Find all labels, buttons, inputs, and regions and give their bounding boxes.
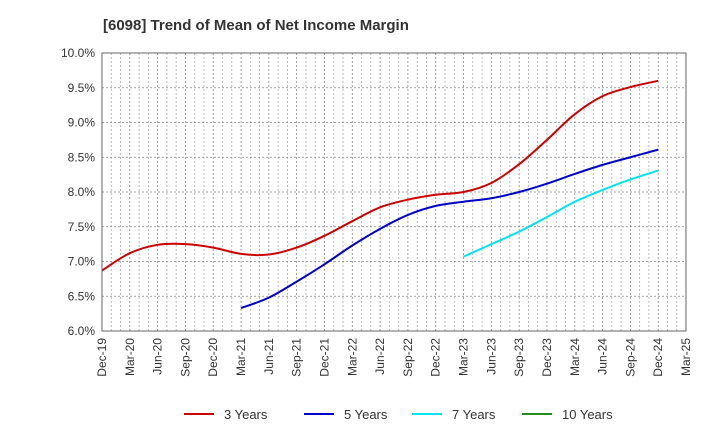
x-tick-label: Sep-20	[178, 338, 192, 377]
y-tick-label: 9.0%	[68, 116, 96, 130]
series-line-5-years	[240, 148, 659, 310]
legend-label-7-years: 7 Years	[452, 407, 496, 422]
x-axis: Dec-19 Mar-20 Jun-20 Sep-20 Dec-20 Mar-21 Jun-…	[95, 338, 693, 377]
x-tick-label: Dec-22	[429, 338, 443, 377]
x-tick-label: Mar-20	[123, 338, 137, 376]
y-tick-label: 6.0%	[68, 324, 96, 338]
x-tick-label: Dec-24	[651, 338, 665, 377]
y-axis: 6.0% 6.5% 7.0% 7.5% 8.0% 8.5% 9.0% 9.5% 10.0%	[61, 46, 95, 338]
legend-label-10-years: 10 Years	[562, 407, 613, 422]
x-tick-label: Jun-21	[262, 338, 276, 375]
x-tick-label: Jun-23	[484, 338, 498, 375]
x-tick-label: Dec-23	[540, 338, 554, 377]
x-tick-label: Mar-25	[679, 338, 693, 376]
y-tick-label: 7.0%	[68, 255, 96, 269]
y-tick-label: 10.0%	[61, 46, 95, 60]
y-tick-label: 9.5%	[68, 81, 96, 95]
x-tick-label: Sep-22	[401, 338, 415, 377]
y-tick-label: 7.5%	[68, 220, 96, 234]
x-tick-label: Jun-20	[151, 338, 165, 375]
y-tick-label: 8.5%	[68, 150, 96, 164]
x-tick-label: Mar-21	[234, 338, 248, 376]
legend: 3 Years 5 Years 7 Years 10 Years	[184, 407, 613, 422]
x-tick-label: Dec-21	[317, 338, 331, 377]
x-tick-label: Jun-24	[596, 338, 610, 375]
x-tick-label: Sep-24	[623, 338, 637, 377]
x-tick-label: Sep-23	[512, 338, 526, 377]
y-tick-label: 6.5%	[68, 289, 96, 303]
series-line-7-years	[463, 169, 659, 258]
y-tick-label: 8.0%	[68, 185, 96, 199]
plot-frame	[101, 52, 687, 332]
chart-title: [6098] Trend of Mean of Net Income Margi…	[103, 17, 409, 34]
legend-label-5-years: 5 Years	[344, 407, 388, 422]
x-tick-label: Mar-22	[345, 338, 359, 376]
x-tick-label: Sep-21	[290, 338, 304, 377]
x-tick-label: Mar-23	[457, 338, 471, 376]
x-tick-label: Dec-19	[95, 338, 109, 377]
legend-label-3-years: 3 Years	[224, 407, 268, 422]
series-line-3-years	[101, 79, 659, 272]
grid	[102, 53, 686, 331]
x-tick-label: Jun-22	[373, 338, 387, 375]
x-tick-label: Mar-24	[568, 338, 582, 376]
x-tick-label: Dec-20	[206, 338, 220, 377]
series-lines	[101, 79, 659, 310]
